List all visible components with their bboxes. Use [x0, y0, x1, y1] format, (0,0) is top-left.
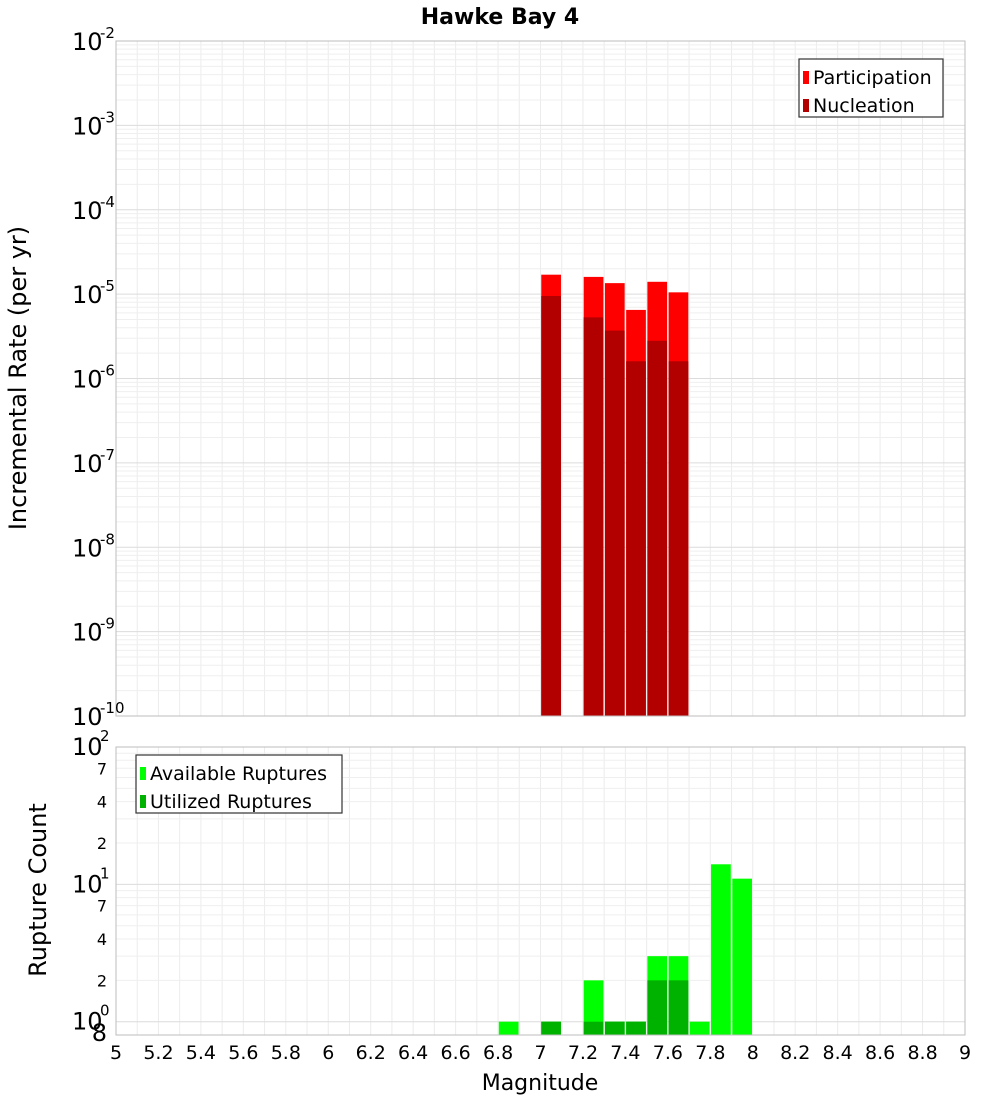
nucleation-bar — [647, 340, 668, 716]
grid-lines — [115, 41, 966, 1035]
bottom-plot-border — [115, 746, 966, 1036]
bottom-y-minor-tick-label: 2 — [97, 834, 107, 853]
x-tick-label: 7.8 — [695, 1042, 725, 1064]
bottom-y-tick-label: 10 — [72, 1008, 103, 1036]
x-tick-label: 7 — [534, 1042, 546, 1064]
bottom-legend-swatch — [140, 795, 146, 808]
x-tick-label: 5.4 — [186, 1042, 216, 1064]
top-y-tick-exponent: -5 — [100, 277, 115, 295]
x-tick-label: 8.4 — [823, 1042, 853, 1064]
bottom-y-axis-label: Rupture Count — [24, 803, 52, 977]
x-tick-label: 5.2 — [143, 1042, 173, 1064]
bottom-y-minor-tick-label: 7 — [97, 759, 107, 778]
nucleation-bar — [668, 361, 689, 716]
top-y-tick-exponent: -6 — [100, 362, 115, 380]
available-ruptures-bar — [732, 878, 752, 1035]
top-y-tick-exponent: -8 — [100, 530, 115, 548]
bottom-y-tick-exponent: 2 — [100, 727, 110, 745]
top-y-tick-label: 10 — [72, 366, 103, 394]
top-y-tick-label: 10 — [72, 619, 103, 647]
x-tick-label: 6.4 — [398, 1042, 428, 1064]
utilized-ruptures-bar — [626, 1021, 646, 1035]
top-legend-label: Nucleation — [813, 95, 915, 117]
nucleation-bar — [626, 361, 646, 716]
top-legend-swatch — [803, 99, 809, 112]
top-legend-swatch — [803, 71, 809, 84]
top-y-tick-label: 10 — [72, 450, 103, 478]
utilized-ruptures-bar — [647, 980, 668, 1035]
bottom-y-tick-exponent: 1 — [100, 864, 110, 882]
bottom-legend-label: Available Ruptures — [150, 763, 327, 785]
top-y-axis-label: Incremental Rate (per yr) — [4, 226, 32, 530]
x-tick-label: 8.2 — [780, 1042, 810, 1064]
utilized-ruptures-bar — [668, 980, 689, 1035]
available-ruptures-bar — [689, 1021, 710, 1035]
top-legend: Participation Nucleation — [798, 58, 944, 118]
top-y-tick-label: 10 — [72, 281, 103, 309]
nucleation-bar — [541, 296, 561, 716]
top-y-tick-exponent: -2 — [100, 24, 115, 42]
x-tick-label: 9 — [959, 1042, 971, 1064]
bottom-y-tick-label: 10 — [72, 870, 103, 898]
bottom-y-minor-tick-label: 7 — [97, 897, 107, 916]
x-tick-label: 5.6 — [228, 1042, 258, 1064]
top-y-tick-exponent: -3 — [100, 108, 115, 126]
top-legend-box — [798, 58, 944, 118]
x-tick-label: 6 — [322, 1042, 334, 1064]
top-y-tick-label: 10 — [72, 197, 103, 225]
bottom-legend-box — [135, 754, 343, 814]
x-tick-label: 6.2 — [356, 1042, 386, 1064]
top-y-tick-exponent: -9 — [100, 615, 115, 633]
bottom-y-minor-tick-label: 8 — [92, 1019, 107, 1047]
x-tick-label: 8 — [747, 1042, 759, 1064]
available-ruptures-bar — [583, 980, 604, 1035]
top-y-tick-label: 10 — [72, 534, 103, 562]
x-tick-label: 5.8 — [271, 1042, 301, 1064]
x-tick-label: 8.8 — [907, 1042, 937, 1064]
bottom-legend-swatch — [140, 767, 146, 780]
top-y-tick-exponent: -10 — [100, 699, 125, 717]
x-axis-label: Magnitude — [482, 1071, 599, 1096]
nucleation-bar — [583, 317, 604, 716]
top-y-tick-exponent: -7 — [100, 446, 115, 464]
x-tick-label: 8.6 — [865, 1042, 895, 1064]
bottom-y-tick-label: 10 — [72, 733, 103, 761]
available-ruptures-bar — [711, 864, 731, 1035]
x-tick-label: 7.4 — [610, 1042, 640, 1064]
utilized-ruptures-bar — [604, 1021, 625, 1035]
bottom-y-minor-tick-label: 2 — [97, 971, 107, 990]
bottom-y-tick-exponent: 0 — [100, 1002, 110, 1020]
top-y-tick-label: 10 — [72, 28, 103, 56]
x-tick-label: 6.6 — [440, 1042, 470, 1064]
top-legend-label: Participation — [813, 67, 932, 89]
top-y-tick-label: 10 — [72, 703, 103, 731]
x-tick-label: 5 — [110, 1042, 122, 1064]
bottom-legend-label: Utilized Ruptures — [150, 791, 312, 813]
x-tick-label: 7.2 — [568, 1042, 598, 1064]
utilized-ruptures-bar — [541, 1021, 561, 1035]
chart-title: Hawke Bay 4 — [421, 5, 579, 30]
top-y-tick-label: 10 — [72, 112, 103, 140]
bottom-y-minor-tick-label: 4 — [97, 793, 107, 812]
bottom-legend: Available Ruptures Utilized Ruptures — [135, 754, 343, 814]
available-ruptures-bar — [498, 1021, 519, 1035]
top-plot-border — [115, 40, 966, 717]
nucleation-bar — [604, 330, 625, 716]
utilized-ruptures-bar — [583, 1021, 604, 1035]
top-y-tick-exponent: -4 — [100, 193, 115, 211]
x-tick-label: 6.8 — [483, 1042, 513, 1064]
bottom-y-minor-tick-label: 4 — [97, 930, 107, 949]
x-tick-label: 7.6 — [653, 1042, 683, 1064]
